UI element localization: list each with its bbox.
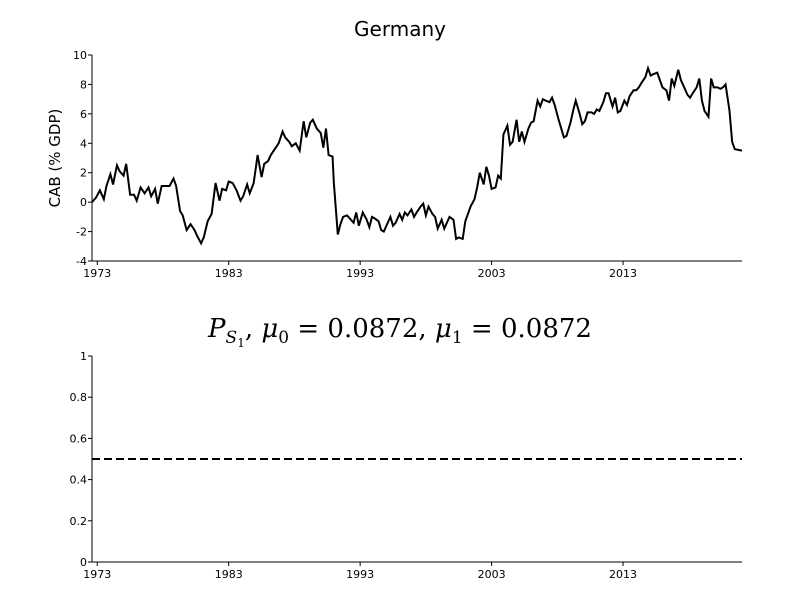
title-part: = 0.0872 <box>463 314 592 344</box>
x-tick-label: 1993 <box>346 568 374 581</box>
title-part: P <box>207 314 226 344</box>
x-tick-label: 2003 <box>478 267 506 280</box>
y-tick-label: 10 <box>73 49 87 62</box>
y-tick-label: 1 <box>80 350 87 363</box>
title-part: , <box>245 314 262 344</box>
data-line <box>91 65 743 246</box>
y-tick-label: 8 <box>80 78 87 91</box>
y-tick-label: 4 <box>80 137 87 150</box>
title-part: μ <box>435 314 452 344</box>
y-tick-label: 0 <box>80 556 87 569</box>
y-tick-label: 0.8 <box>70 391 88 404</box>
x-tick-label: 1993 <box>346 267 374 280</box>
y-tick-label: -2 <box>76 226 87 239</box>
y-tick-label: 0 <box>80 196 87 209</box>
chart-title: Germany <box>354 17 446 41</box>
title-part: 0 <box>278 328 289 348</box>
title-part: S <box>226 328 238 348</box>
title-part: = 0.0872, <box>289 314 435 344</box>
x-tick-label: 1973 <box>83 568 111 581</box>
title-part: 1 <box>237 336 245 350</box>
x-tick-label: 1983 <box>215 568 243 581</box>
y-axis-label: CAB (% GDP) <box>46 109 64 208</box>
y-tick-label: 0.4 <box>70 474 88 487</box>
title-part: 1 <box>452 328 463 348</box>
title-part: μ <box>261 314 278 344</box>
x-tick-label: 2013 <box>609 568 637 581</box>
x-tick-label: 1973 <box>83 267 111 280</box>
y-tick-label: 0.6 <box>70 432 88 445</box>
x-tick-label: 2003 <box>478 568 506 581</box>
y-tick-label: 0.2 <box>70 515 88 528</box>
chart-title: PS1, μ0 = 0.0872, μ1 = 0.0872 <box>207 314 592 350</box>
x-tick-label: 2013 <box>609 267 637 280</box>
y-tick-label: -4 <box>76 255 87 268</box>
y-tick-label: 2 <box>80 167 87 180</box>
y-tick-label: 6 <box>80 108 87 121</box>
x-tick-label: 1983 <box>215 267 243 280</box>
